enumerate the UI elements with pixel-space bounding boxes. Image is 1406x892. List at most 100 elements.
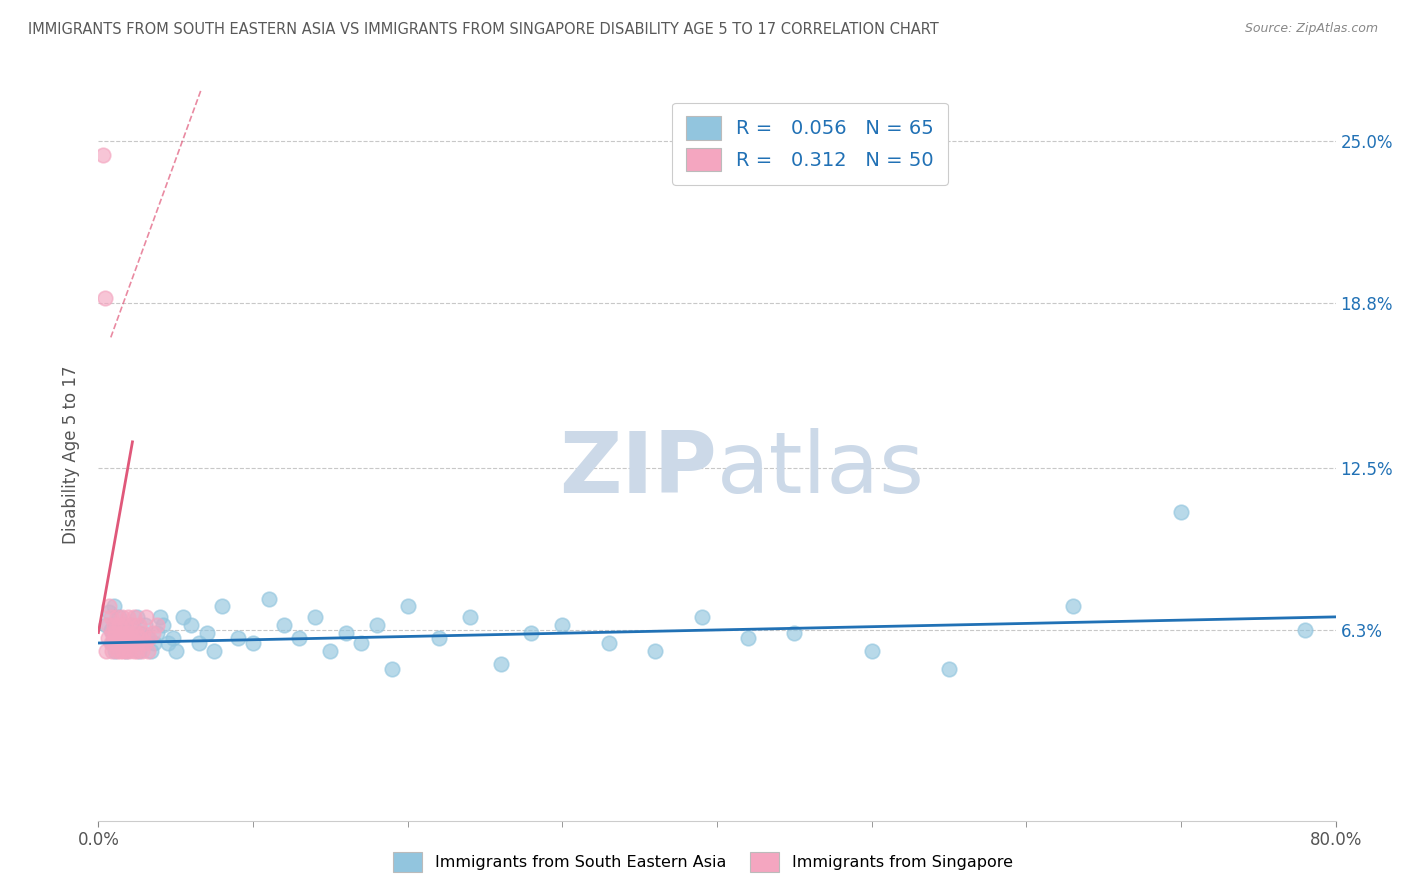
Point	[381, 662, 404, 676]
Point	[112, 631, 135, 645]
Point	[121, 631, 143, 645]
Point	[100, 623, 122, 637]
Point	[146, 625, 169, 640]
Point	[319, 644, 342, 658]
Point	[103, 631, 125, 645]
Y-axis label: Disability Age 5 to 17: Disability Age 5 to 17	[62, 366, 80, 544]
Point	[162, 631, 184, 645]
Text: Source: ZipAtlas.com: Source: ZipAtlas.com	[1244, 22, 1378, 36]
Point	[783, 625, 806, 640]
Point	[149, 610, 172, 624]
Point	[143, 636, 166, 650]
Point	[100, 610, 122, 624]
Point	[91, 147, 114, 161]
Point	[114, 631, 136, 645]
Point	[118, 625, 141, 640]
Legend: Immigrants from South Eastern Asia, Immigrants from Singapore: Immigrants from South Eastern Asia, Immi…	[385, 844, 1021, 880]
Point	[242, 636, 264, 650]
Point	[118, 625, 141, 640]
Point	[690, 610, 713, 624]
Point	[288, 631, 311, 645]
Point	[257, 591, 280, 606]
Point	[107, 610, 129, 624]
Point	[134, 636, 156, 650]
Point	[304, 610, 326, 624]
Point	[551, 617, 574, 632]
Point	[97, 617, 120, 632]
Point	[152, 617, 174, 632]
Point	[105, 610, 128, 624]
Point	[115, 625, 138, 640]
Point	[129, 631, 152, 645]
Point	[101, 636, 124, 650]
Point	[104, 625, 127, 640]
Point	[107, 617, 129, 632]
Point	[112, 644, 135, 658]
Point	[138, 631, 160, 645]
Point	[134, 617, 156, 632]
Text: atlas: atlas	[717, 428, 925, 511]
Point	[204, 644, 226, 658]
Point	[157, 636, 180, 650]
Point	[598, 636, 620, 650]
Legend: R =   0.056   N = 65, R =   0.312   N = 50: R = 0.056 N = 65, R = 0.312 N = 50	[672, 103, 948, 185]
Point	[112, 617, 135, 632]
Point	[139, 644, 162, 658]
Point	[115, 644, 138, 658]
Point	[122, 644, 145, 658]
Point	[96, 644, 118, 658]
Point	[146, 617, 169, 632]
Point	[121, 617, 143, 632]
Point	[1294, 623, 1316, 637]
Text: IMMIGRANTS FROM SOUTH EASTERN ASIA VS IMMIGRANTS FROM SINGAPORE DISABILITY AGE 5: IMMIGRANTS FROM SOUTH EASTERN ASIA VS IM…	[28, 22, 939, 37]
Point	[396, 599, 419, 614]
Point	[366, 617, 388, 632]
Point	[127, 610, 149, 624]
Point	[136, 631, 159, 645]
Point	[165, 644, 187, 658]
Point	[100, 636, 122, 650]
Point	[938, 662, 960, 676]
Point	[122, 631, 145, 645]
Point	[121, 636, 143, 650]
Point	[644, 644, 666, 658]
Point	[105, 631, 128, 645]
Point	[120, 636, 142, 650]
Point	[335, 625, 357, 640]
Point	[101, 625, 124, 640]
Point	[188, 636, 211, 650]
Point	[107, 631, 129, 645]
Point	[118, 644, 141, 658]
Point	[114, 617, 136, 632]
Point	[93, 291, 115, 305]
Point	[142, 625, 165, 640]
Point	[122, 610, 145, 624]
Point	[128, 644, 150, 658]
Point	[427, 631, 450, 645]
Point	[108, 644, 131, 658]
Point	[108, 625, 131, 640]
Point	[135, 610, 157, 624]
Point	[115, 644, 138, 658]
Point	[131, 644, 153, 658]
Point	[860, 644, 883, 658]
Point	[101, 644, 124, 658]
Point	[105, 644, 128, 658]
Point	[195, 625, 218, 640]
Point	[114, 636, 136, 650]
Point	[117, 610, 139, 624]
Point	[111, 625, 134, 640]
Point	[273, 617, 295, 632]
Point	[520, 625, 543, 640]
Point	[1062, 599, 1084, 614]
Text: ZIP: ZIP	[560, 428, 717, 511]
Point	[103, 617, 125, 632]
Point	[737, 631, 759, 645]
Point	[111, 636, 134, 650]
Point	[180, 617, 202, 632]
Point	[111, 610, 134, 624]
Point	[124, 625, 146, 640]
Point	[350, 636, 373, 650]
Point	[127, 636, 149, 650]
Point	[104, 636, 127, 650]
